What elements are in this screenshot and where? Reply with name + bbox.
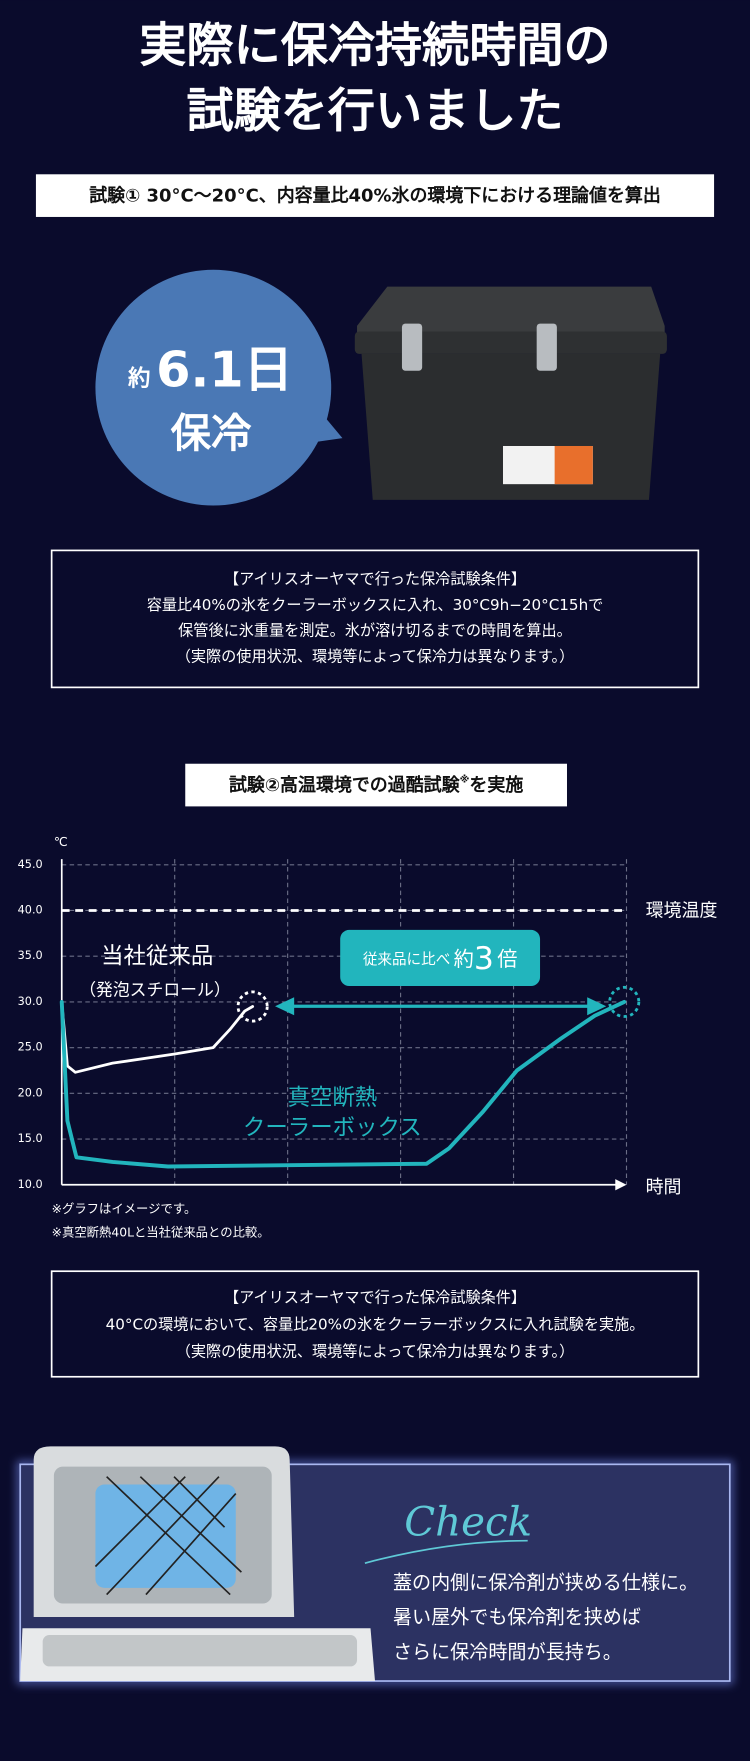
cooler-latch [536, 323, 557, 371]
conditions-box [50, 1270, 700, 1378]
y-tick-label: 35.0 [18, 949, 43, 962]
series-label: クーラーボックス [243, 1115, 422, 1141]
banner [185, 763, 567, 807]
y-tick-label: 40.0 [18, 903, 43, 916]
conditions-line: （実際の使用状況、環境等によって保冷力は異なります。） [176, 1343, 575, 1361]
badge-text: 従来品に比べ 約3 倍 [363, 941, 518, 977]
conditions-line: 容量比40%の氷をクーラーボックスに入れ、30°C9h−20°C15hで [147, 596, 604, 614]
badge-about: 約 [454, 947, 474, 971]
conditions-line: 保管後に氷重量を測定。氷が溶け切るまでの時間を算出。 [178, 622, 572, 640]
bungee-cords [94, 1476, 242, 1596]
badge [340, 929, 541, 987]
cooler-latch [401, 323, 423, 371]
bubble-prefix: 約 [127, 365, 150, 392]
cooler-lid [357, 286, 665, 338]
bubble: 約 6.1日 保冷 [95, 269, 343, 506]
bubble-value: 6.1日 [156, 341, 293, 399]
y-tick-label: 25.0 [18, 1041, 43, 1054]
series-label: 真空断熱 [287, 1085, 377, 1111]
conditions-box [50, 549, 700, 689]
check-line: 蓋の内側に保冷剤が挟める仕様に。 [393, 1572, 698, 1594]
reference-label: 環境温度 [646, 901, 718, 922]
banner-text: 試験②高温環境での過酷試験※を実施 [229, 773, 523, 796]
banner-text: 試験① 30°C〜20°C、内容量比40%氷の環境下における理論値を算出 [89, 185, 661, 207]
series-label: 当社従来品 [101, 943, 213, 969]
cooler-label-accent [554, 445, 593, 485]
series-note: （発泡スチロール） [79, 980, 230, 1000]
series-line [60, 1000, 255, 1074]
bubble-caption: 保冷 [171, 409, 252, 457]
banner-tail: を実施 [469, 774, 523, 796]
check-swash [364, 1539, 528, 1564]
banner-main: 試験②高温環境での過酷試験 [229, 774, 461, 796]
check-line: 暑い屋外でも保冷剤を挟めば [393, 1607, 641, 1629]
badge-unit: 倍 [497, 947, 517, 971]
y-tick-label: 30.0 [18, 995, 43, 1008]
title-line: 試験を行いました [186, 84, 563, 139]
conditions-line: 【アイリスオーヤマで行った保冷試験条件】 [224, 1289, 526, 1307]
banner-mark: ※ [460, 773, 470, 785]
y-tick-label: 20.0 [18, 1086, 43, 1099]
ice-pack [95, 1484, 236, 1588]
y-tick-label: 45.0 [18, 858, 43, 871]
cooler-image [354, 286, 667, 500]
conditions-line: （実際の使用状況、環境等によって保冷力は異なります。） [176, 648, 575, 666]
x-axis-arrow [615, 1179, 627, 1191]
conditions-line: 【アイリスオーヤマで行った保冷試験条件】 [224, 570, 526, 588]
check-heading: Check [404, 1497, 532, 1545]
compare-arrowhead [587, 997, 607, 1016]
note: ※グラフはイメージです。 [52, 1202, 197, 1216]
note: ※真空断熱40Lと当社従来品との比較。 [52, 1225, 270, 1240]
chart: ℃ 時間 10.0 15.0 20.0 25.0 30.0 35.0 40.0 45.0 環境温… [18, 835, 718, 1198]
y-tick-label: 15.0 [18, 1132, 43, 1145]
bubble-circle [95, 269, 332, 506]
compare-arrowhead [275, 997, 295, 1016]
y-unit: ℃ [54, 835, 68, 849]
check-line: さらに保冷時間が長持ち。 [393, 1641, 622, 1663]
badge-number: 3 [474, 941, 494, 977]
lid-image [20, 1446, 375, 1682]
cooler-opening [42, 1634, 358, 1667]
banner [35, 174, 715, 217]
title-line: 実際に保冷持続時間の [139, 19, 610, 74]
cooler-rim [354, 331, 667, 354]
end-marker [236, 990, 269, 1023]
x-axis-label: 時間 [646, 1177, 682, 1198]
y-tick-label: 10.0 [18, 1178, 43, 1191]
series-line [59, 999, 627, 1169]
badge-prefix: 従来品に比べ [363, 951, 450, 968]
conditions-line: 40°Cの環境において、容量比20%の氷をクーラーボックスに入れ試験を実施。 [106, 1316, 645, 1334]
end-marker [608, 985, 641, 1018]
